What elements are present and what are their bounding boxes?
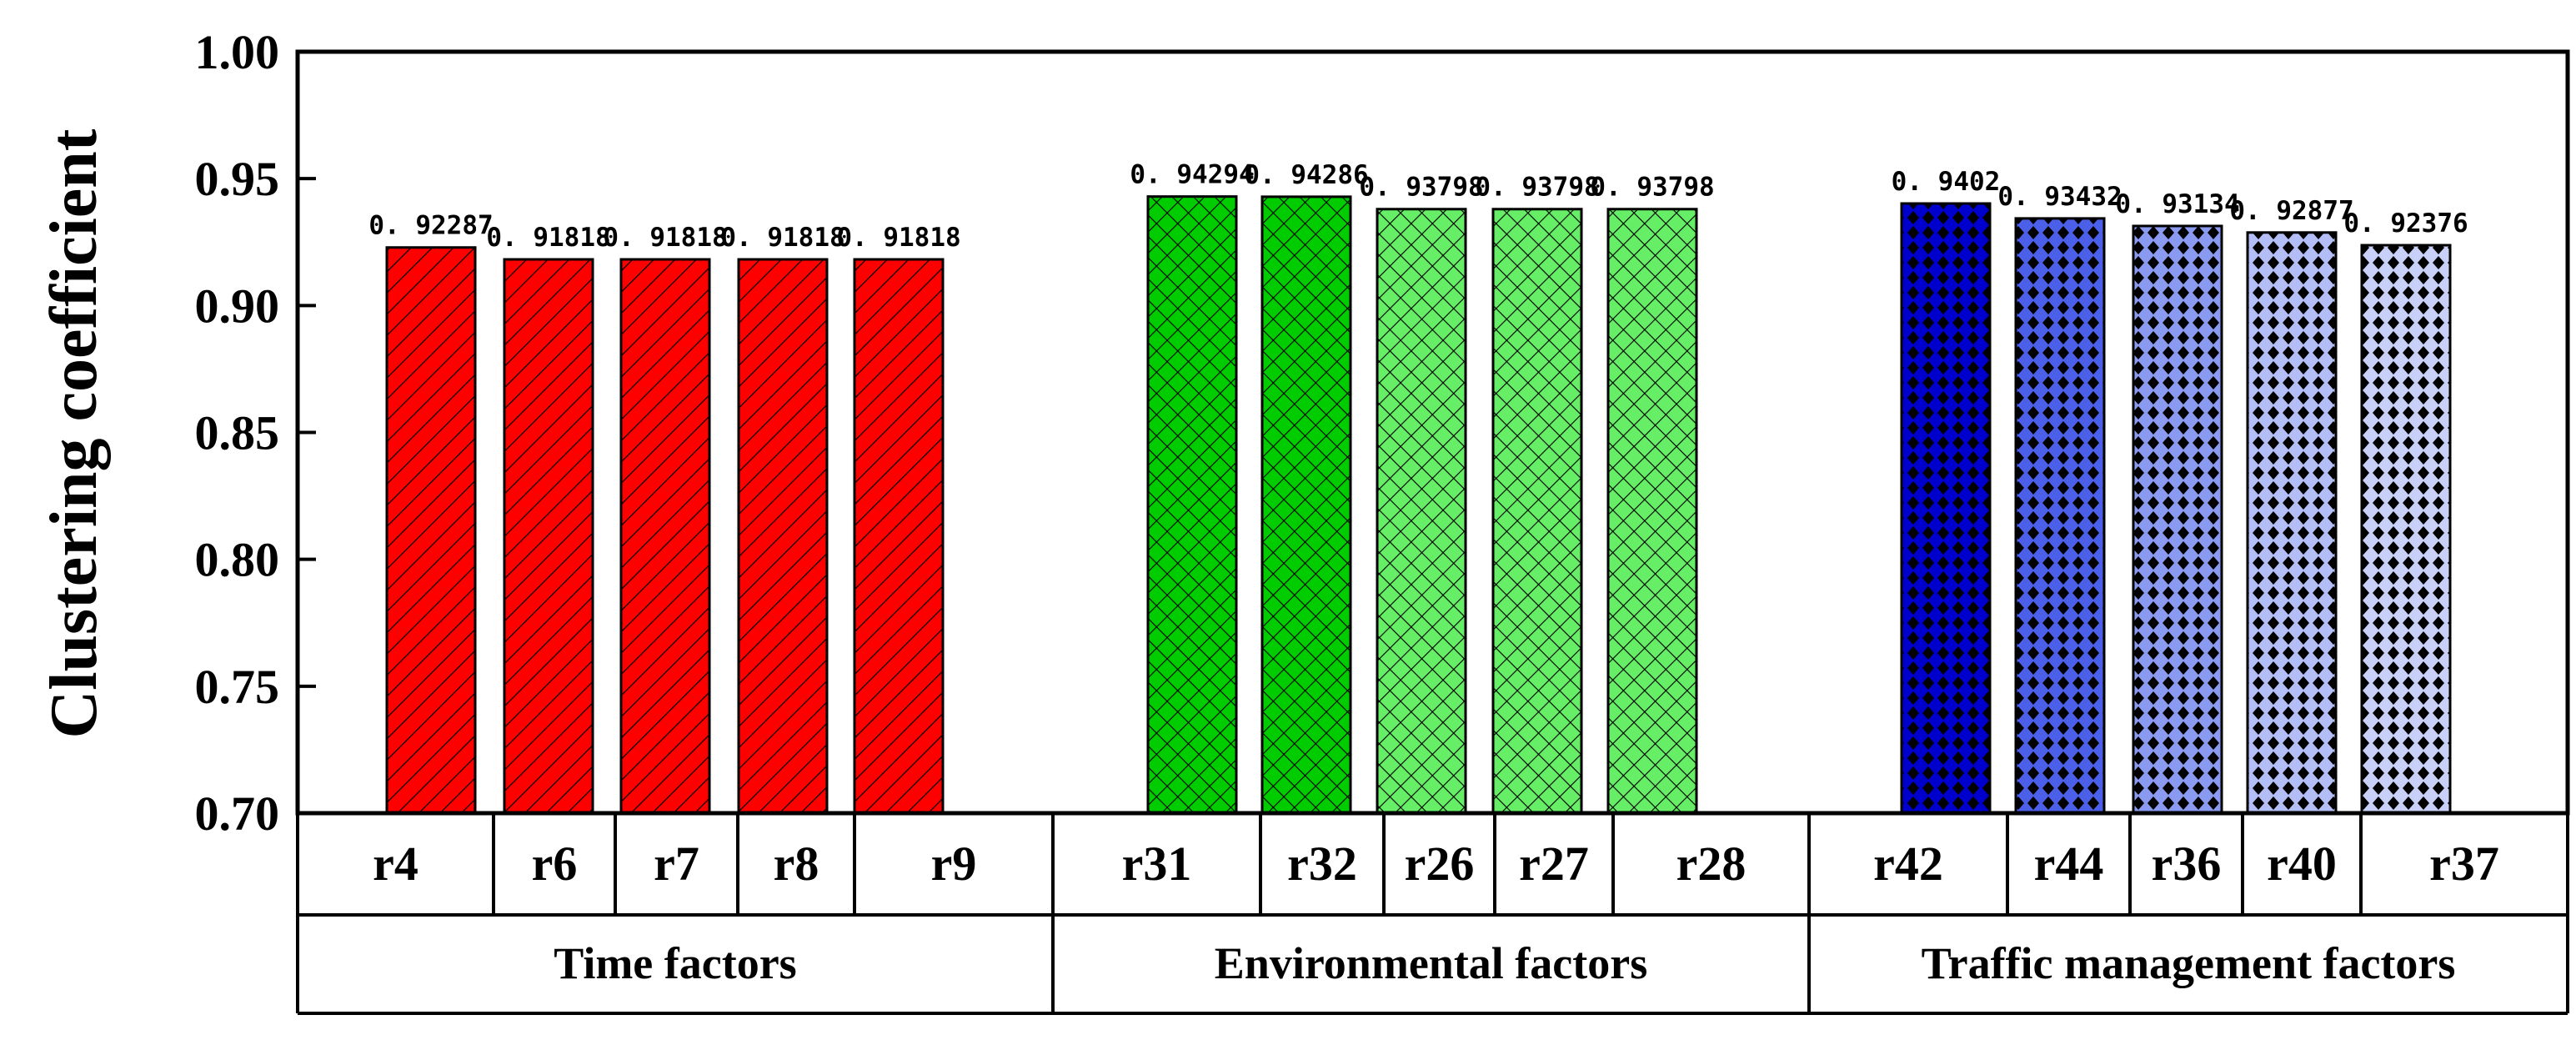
data-label-r4: 0. 92287 — [368, 211, 493, 241]
category-label-r31: r31 — [1122, 837, 1192, 891]
category-table: r4 r6 r7 r8 r9 r31 r32 r26 r27 r28 r42 r44 r36 r40 r37… — [296, 813, 2569, 1015]
bar-pattern-r44 — [2014, 217, 2106, 815]
bar-pattern-r37 — [2360, 244, 2452, 815]
category-label-r27: r27 — [1519, 837, 1589, 891]
bar-pattern-r27 — [1491, 208, 1583, 815]
category-label-r8: r8 — [774, 837, 819, 891]
data-label-r31: 0. 94294 — [1130, 160, 1254, 190]
bar-pattern-r31 — [1146, 195, 1238, 815]
bar-pattern-r28 — [1606, 208, 1698, 815]
category-label-r42: r42 — [1873, 837, 1943, 891]
data-label-r9: 0. 91818 — [836, 223, 960, 253]
y-tick-label: 0.95 — [195, 152, 280, 206]
data-label-r40: 0. 92877 — [2229, 196, 2353, 226]
category-label-r37: r37 — [2429, 837, 2499, 891]
bar-pattern-r8 — [737, 258, 829, 815]
y-axis-ticks: 0.70 0.75 0.80 0.85 0.90 0.95 1.00 — [195, 25, 316, 841]
category-label-r44: r44 — [2034, 837, 2104, 891]
group-label: Traffic management factors — [1922, 938, 2456, 988]
category-label-r26: r26 — [1405, 837, 1475, 891]
plot-frame — [295, 49, 2570, 816]
data-label-r44: 0. 93432 — [1997, 182, 2122, 212]
y-tick-label: 0.70 — [195, 786, 280, 841]
bars — [385, 195, 2452, 815]
bar-pattern-r9 — [853, 258, 945, 815]
group-label: Environmental factors — [1215, 938, 1647, 988]
data-label-r32: 0. 94286 — [1244, 160, 1368, 190]
group-label: Time factors — [554, 938, 796, 988]
category-label-r32: r32 — [1287, 837, 1357, 891]
bar-pattern-r7 — [619, 258, 711, 815]
y-tick-label: 0.90 — [195, 279, 280, 333]
y-axis-label: Clustering coefficient — [38, 128, 111, 738]
data-label-r26: 0. 93798 — [1359, 173, 1483, 203]
category-label-r28: r28 — [1676, 837, 1747, 891]
data-label-r42: 0. 9402 — [1892, 167, 2001, 197]
y-tick-label: 0.85 — [195, 406, 280, 460]
data-label-r37: 0. 92376 — [2343, 209, 2468, 239]
bar-pattern-r6 — [503, 258, 594, 815]
bar-pattern-r36 — [2132, 224, 2223, 815]
category-label-r4: r4 — [373, 837, 418, 891]
y-tick-label: 1.00 — [195, 25, 280, 79]
category-label-r9: r9 — [931, 837, 977, 891]
data-label-r7: 0. 91818 — [603, 223, 727, 253]
bar-pattern-r42 — [1900, 202, 1992, 815]
data-label-r27: 0. 93798 — [1475, 173, 1599, 203]
bar-pattern-r26 — [1376, 208, 1467, 815]
bar-pattern-r40 — [2246, 231, 2338, 815]
y-tick-label: 0.75 — [195, 660, 280, 714]
bar-pattern-r4 — [385, 246, 477, 815]
bar-pattern-r32 — [1260, 195, 1352, 815]
category-label-r6: r6 — [532, 837, 578, 891]
category-label-r36: r36 — [2152, 837, 2222, 891]
category-label-r40: r40 — [2267, 837, 2337, 891]
data-label-r8: 0. 91818 — [720, 223, 844, 253]
data-label-r28: 0. 93798 — [1590, 173, 1714, 203]
category-label-r7: r7 — [654, 837, 699, 891]
y-tick-label: 0.80 — [195, 533, 280, 587]
data-label-r36: 0. 93134 — [2115, 189, 2239, 219]
data-label-r6: 0. 91818 — [486, 223, 610, 253]
